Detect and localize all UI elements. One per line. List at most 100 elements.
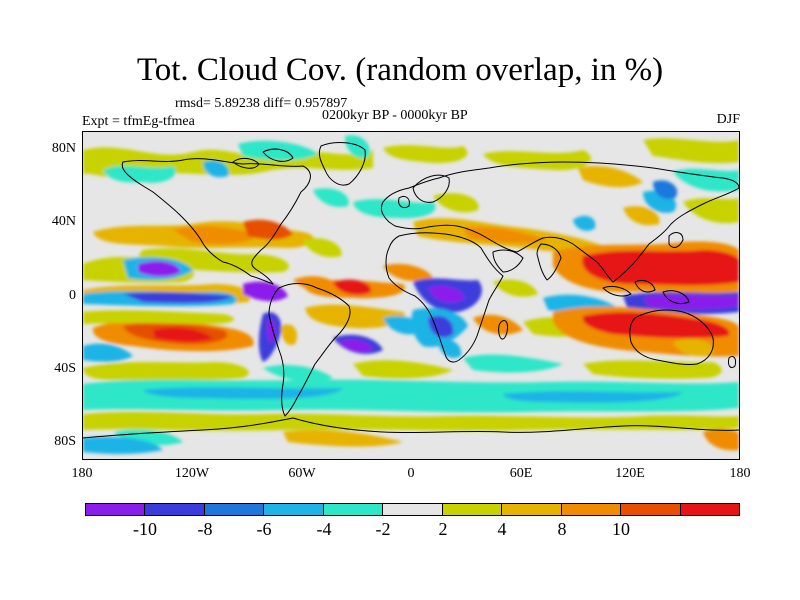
colorbar-label: 2 [438,519,448,539]
coastline-new-guinea [662,290,690,305]
anomaly-region [267,319,276,343]
anomaly-region [578,165,643,188]
lat-label: 0 [69,288,76,303]
anomaly-region [383,145,468,164]
anomaly-region [463,226,548,244]
anomaly-region [333,279,372,295]
colorbar [85,503,740,516]
lon-label: 60E [509,466,533,481]
anomaly-region [428,285,465,303]
lon-label: 0 [407,466,415,481]
coastlines [83,142,739,439]
colorbar-label: 8 [557,519,567,539]
lon-label: 120W [174,466,210,481]
colorbar-label: -8 [197,519,213,539]
coastline-new-zealand [728,355,736,369]
coastline-arabia [492,249,524,273]
anomaly-region [473,314,523,335]
colorbar-box [680,504,739,515]
coastline-south-america [268,283,351,417]
anomaly-region [582,312,730,339]
colorbar-box [264,504,324,515]
anomaly-region [503,391,683,403]
colorbar-box [621,504,681,515]
anomaly-region [281,324,298,346]
lat-label: 80S [54,434,76,449]
anomaly-region [123,292,233,304]
colorbar-label: 10 [612,519,630,539]
anomaly-region [243,281,288,302]
lon-label: 180 [71,466,93,481]
anomaly-region [345,135,370,158]
coastline-australia [629,309,714,365]
anomaly-region [673,168,739,192]
anomaly-region [83,436,163,454]
coastline-scandinavia [412,174,450,203]
colorbar-label: -6 [256,519,272,539]
anomaly-region [339,339,373,352]
colorbar-label: -4 [316,519,332,539]
figure-title: Tot. Cloud Cov. (random overlap, in %) [136,52,664,88]
anomaly-region [138,261,181,277]
anomaly-region [383,263,433,282]
coastline-north-america [121,158,311,285]
anomaly-region [263,365,333,382]
coastline-africa [385,232,504,363]
coastline-british-isles [398,195,410,209]
anomaly-region [493,279,538,297]
anomaly-region [83,310,234,324]
anomaly-region [353,360,453,379]
coastline-island [634,279,656,293]
coastline-greenland [318,142,366,186]
anomaly-region [103,165,176,183]
anomaly-region [573,215,596,231]
anomaly-region [303,238,342,258]
anomaly-region [673,338,714,357]
anomaly-region [283,429,403,447]
anomaly-region [623,206,660,226]
anomaly-region [683,198,739,224]
coastline-antarctica [83,417,739,439]
anomaly-region [643,138,739,164]
coastline-island [232,157,260,169]
coastline-island [602,285,632,297]
anomaly-region [428,315,454,338]
colorbar-box [145,504,205,515]
colorbar-box [561,504,622,515]
colorbar-box [204,504,265,515]
cloud-anomaly-field [83,135,739,454]
anomaly-region [463,354,563,373]
anomaly-region [83,362,249,381]
lon-label: 180 [729,466,751,481]
anomaly-region [583,360,722,379]
lon-label: 60W [288,466,316,481]
map-plot [83,132,739,459]
anomaly-region [582,250,739,286]
anomaly-region [113,429,183,446]
season-label: DJF [716,112,740,127]
colorbar-label: -10 [133,519,157,539]
colorbar-box [442,504,503,515]
coastline-japan [668,232,684,248]
anomaly-region [438,339,462,359]
map-frame [82,131,740,460]
colorbar-box [86,504,146,515]
anomaly-region [238,140,318,161]
coastline-island [262,148,294,162]
colorbar-box [323,504,384,515]
coastline-eurasia [380,161,739,283]
stats-label: rmsd= 5.89238 diff= 0.957897 [175,96,348,111]
colorbar-box [502,504,562,515]
anomaly-region [703,428,739,451]
lat-label: 40S [54,361,76,376]
coastline-madagascar [498,319,508,340]
lat-label: 80N [51,141,76,156]
period-label: 0200kyr BP - 0000kyr BP [322,108,468,123]
anomaly-region [305,304,405,329]
anomaly-region [433,193,479,213]
experiment-label: Expt = tfmEg-tfmea [82,114,195,129]
anomaly-region [353,199,436,219]
lon-label: 120E [615,466,645,481]
anomaly-region [313,188,349,208]
